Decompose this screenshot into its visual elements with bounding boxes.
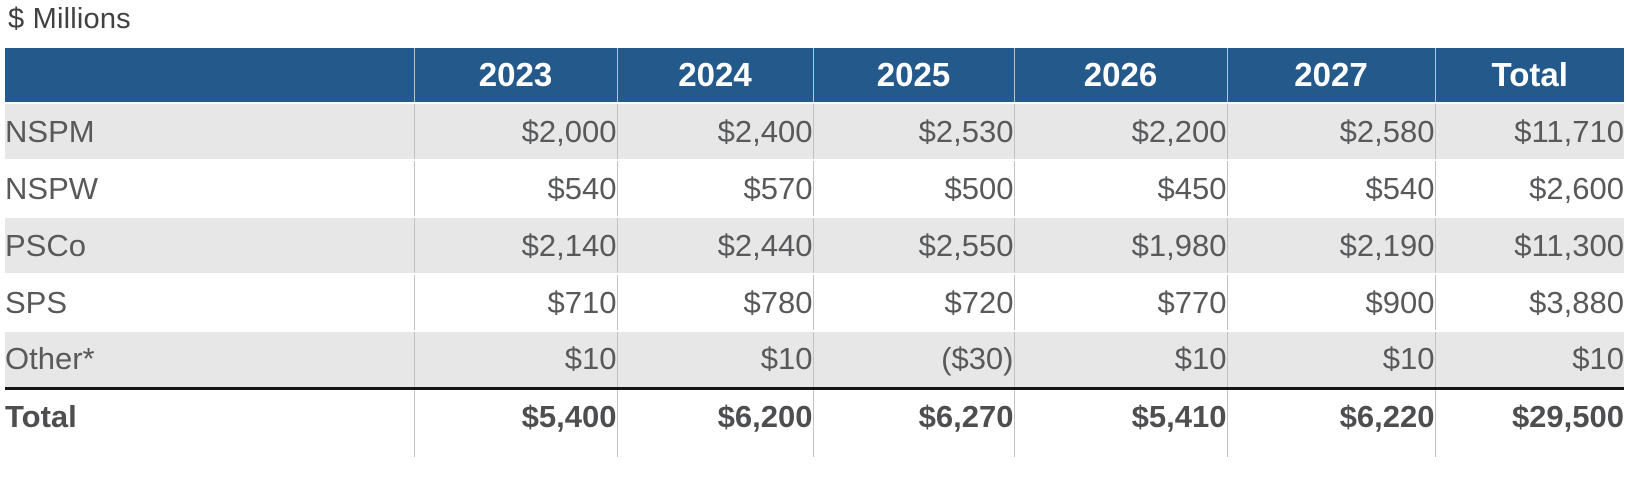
value-cell: $10 — [413, 330, 617, 388]
value-cell: $450 — [1013, 159, 1227, 217]
value-cell: $5,410 — [1013, 386, 1227, 444]
value-cell: $2,400 — [616, 102, 813, 160]
value-cell: $2,580 — [1226, 102, 1435, 160]
value-cell: $6,270 — [812, 386, 1014, 444]
value-cell: ($30) — [812, 330, 1014, 388]
table-row-psco: PSCo $2,140 $2,440 $2,550 $1,980 $2,190 … — [5, 216, 1624, 274]
table-row-other: Other* $10 $10 ($30) $10 $10 $10 — [5, 330, 1624, 388]
value-cell: $6,220 — [1226, 386, 1435, 444]
table-row-nspm: NSPM $2,000 $2,400 $2,530 $2,200 $2,580 … — [5, 102, 1624, 160]
value-cell: $3,880 — [1434, 273, 1624, 331]
value-cell: $570 — [616, 159, 813, 217]
col-header-2026: 2026 — [1013, 48, 1227, 103]
col-header-2024: 2024 — [616, 48, 813, 103]
row-label: NSPM — [5, 102, 414, 160]
value-cell: $11,710 — [1434, 102, 1624, 160]
value-cell: $11,300 — [1434, 216, 1624, 274]
value-cell: $10 — [1013, 330, 1227, 388]
value-cell: $10 — [616, 330, 813, 388]
col-header-2023: 2023 — [413, 48, 617, 103]
value-cell: $900 — [1226, 273, 1435, 331]
value-cell: $2,140 — [413, 216, 617, 274]
value-cell: $2,190 — [1226, 216, 1435, 274]
row-label: Other* — [5, 330, 414, 388]
col-header-2027: 2027 — [1226, 48, 1435, 103]
value-cell: $540 — [413, 159, 617, 217]
row-label: PSCo — [5, 216, 414, 274]
table-row-total: Total $5,400 $6,200 $6,270 $5,410 $6,220… — [5, 386, 1624, 444]
column-rule-extensions — [5, 444, 1624, 457]
value-cell: $710 — [413, 273, 617, 331]
capital-forecast-table: 2023 2024 2025 2026 2027 Total NSPM $2,0… — [5, 48, 1624, 457]
table-row-nspw: NSPW $540 $570 $500 $450 $540 $2,600 — [5, 159, 1624, 217]
units-label: $ Millions — [8, 3, 131, 35]
value-cell: $500 — [812, 159, 1014, 217]
value-cell: $2,200 — [1013, 102, 1227, 160]
value-cell: $2,440 — [616, 216, 813, 274]
value-cell: $2,550 — [812, 216, 1014, 274]
value-cell: $10 — [1226, 330, 1435, 388]
value-cell: $540 — [1226, 159, 1435, 217]
table-header-row: 2023 2024 2025 2026 2027 Total — [5, 48, 1624, 103]
value-cell: $2,530 — [812, 102, 1014, 160]
value-cell: $780 — [616, 273, 813, 331]
value-cell: $720 — [812, 273, 1014, 331]
row-label: Total — [5, 386, 414, 444]
value-cell: $6,200 — [616, 386, 813, 444]
col-header-blank — [5, 48, 414, 103]
value-cell: $29,500 — [1434, 386, 1624, 444]
value-cell: $2,000 — [413, 102, 617, 160]
value-cell: $770 — [1013, 273, 1227, 331]
value-cell: $10 — [1434, 330, 1624, 388]
value-cell: $2,600 — [1434, 159, 1624, 217]
value-cell: $1,980 — [1013, 216, 1227, 274]
row-label: SPS — [5, 273, 414, 331]
row-label: NSPW — [5, 159, 414, 217]
col-header-2025: 2025 — [812, 48, 1014, 103]
table-row-sps: SPS $710 $780 $720 $770 $900 $3,880 — [5, 273, 1624, 331]
value-cell: $5,400 — [413, 386, 617, 444]
col-header-total: Total — [1434, 48, 1624, 103]
